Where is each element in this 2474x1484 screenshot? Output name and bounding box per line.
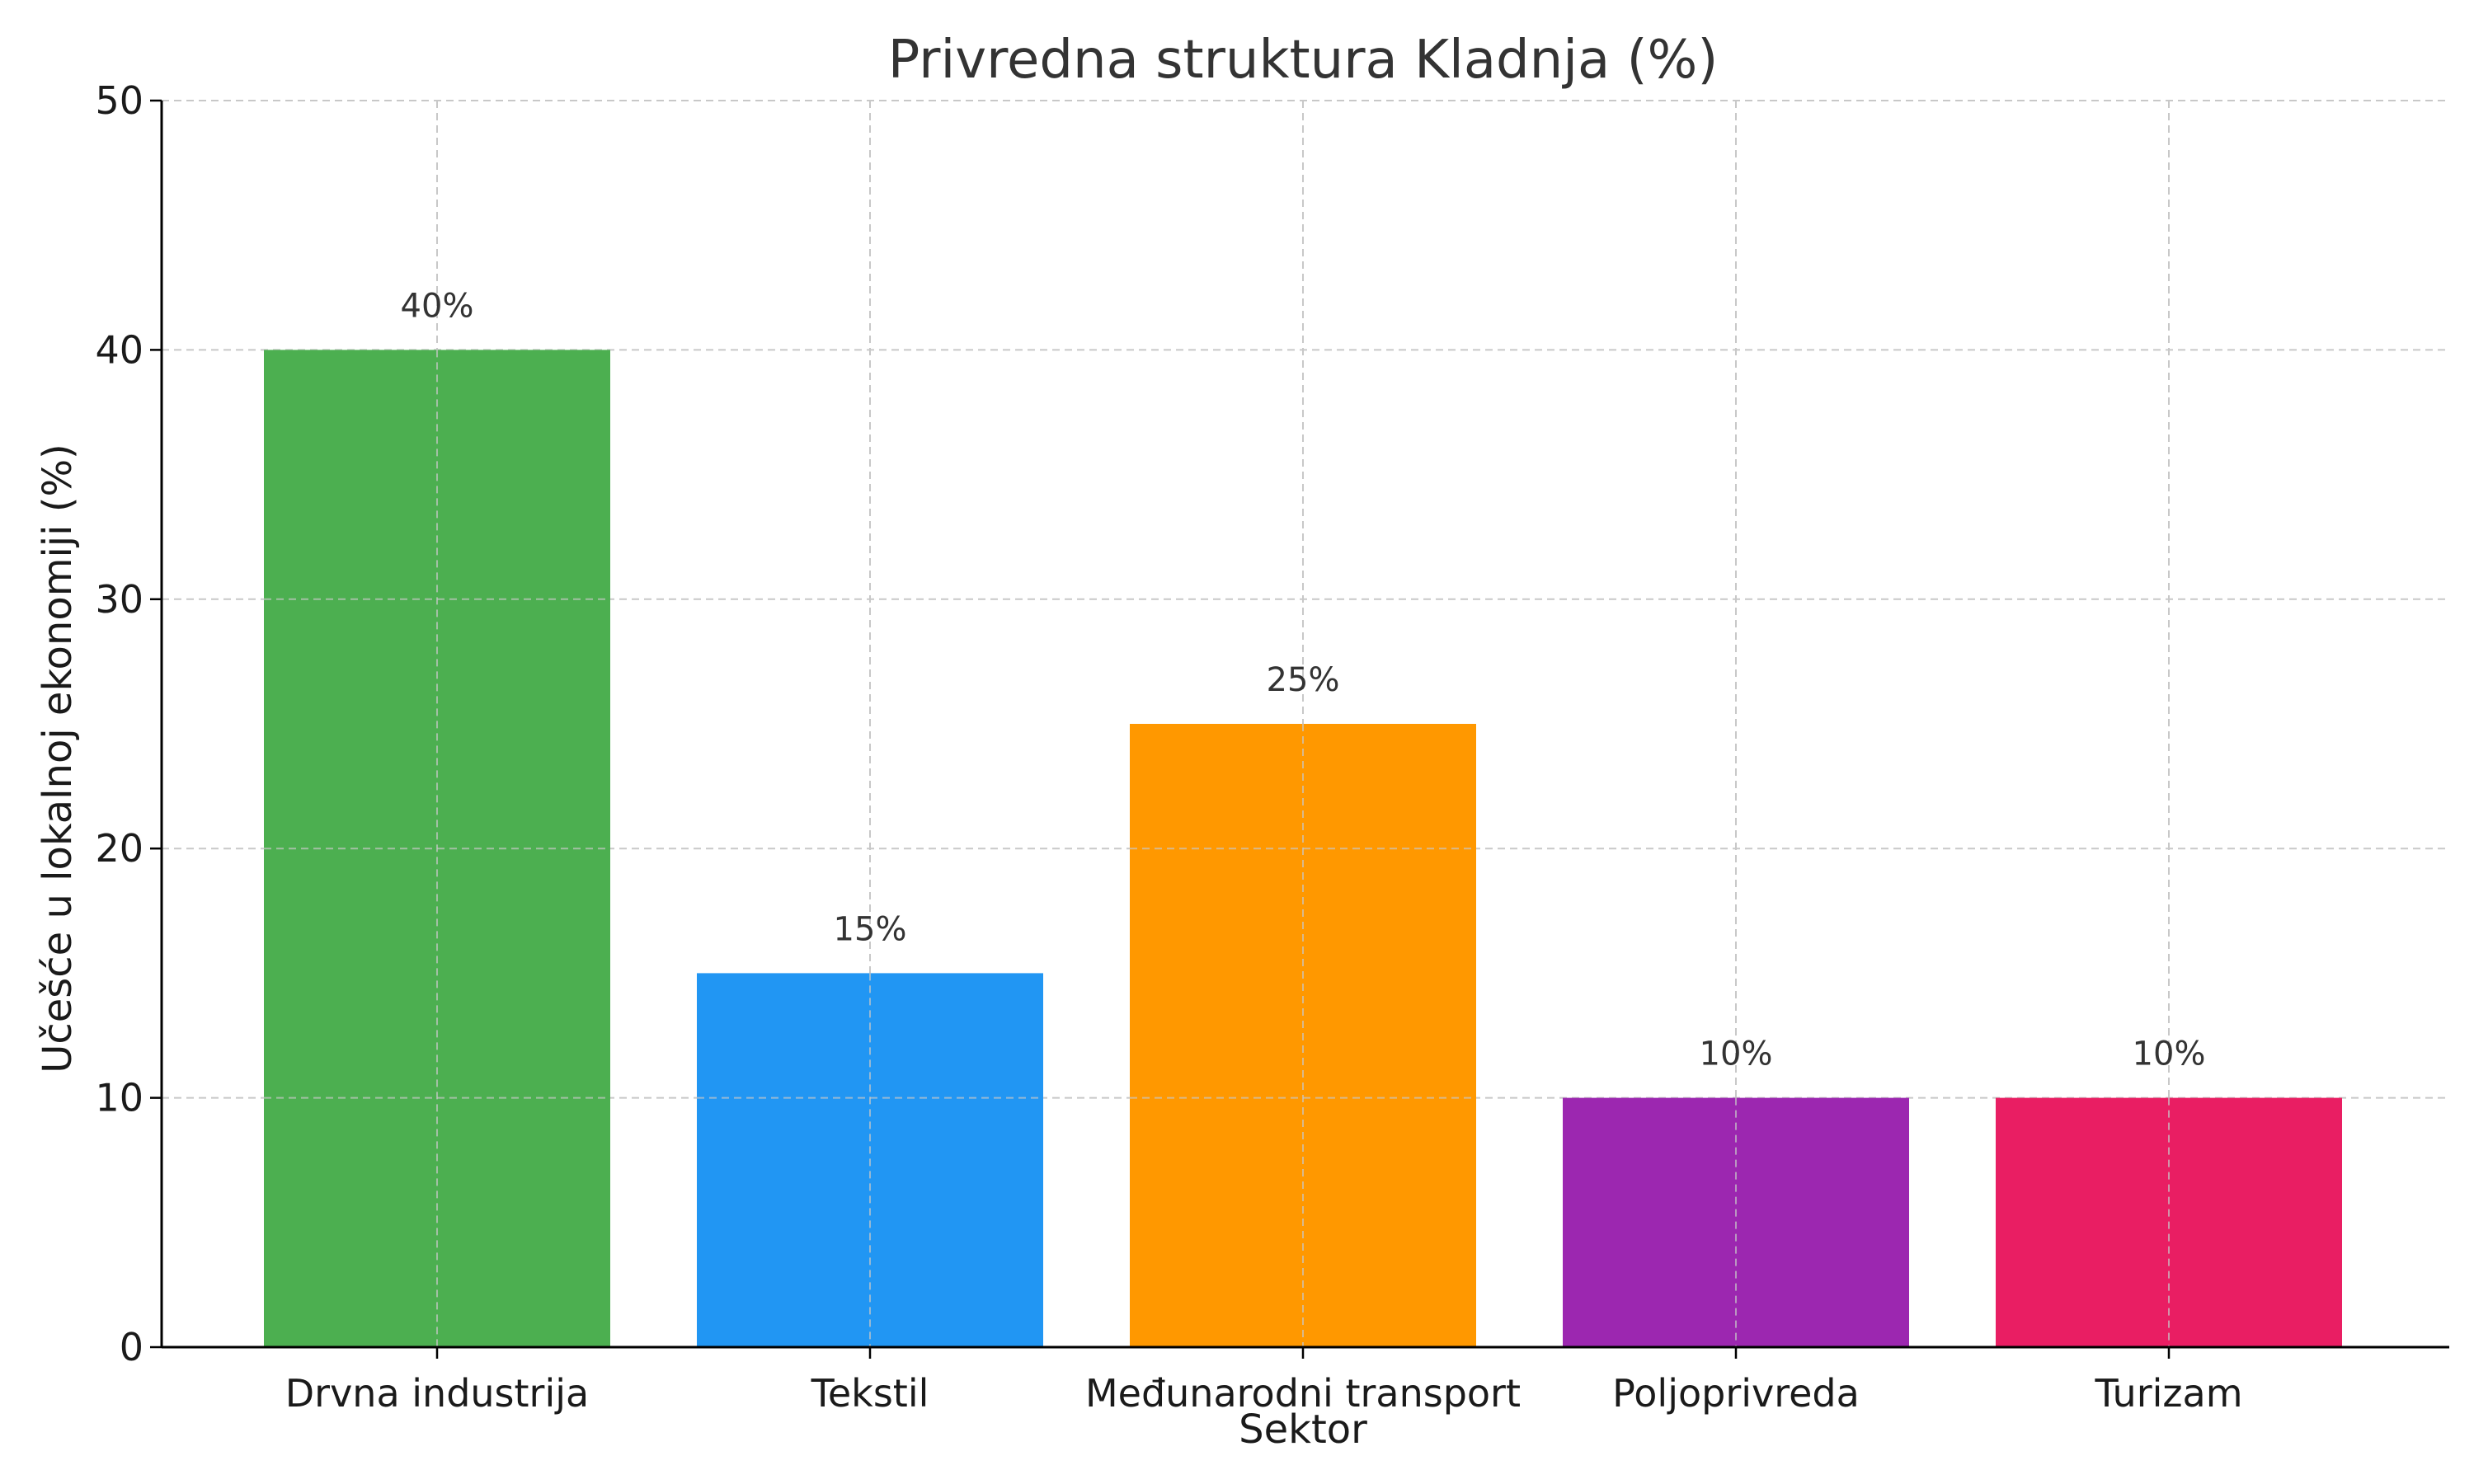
x-tick-label: Drvna industrija	[285, 1371, 589, 1416]
data-label: 15%	[834, 910, 907, 948]
data-label: 40%	[401, 287, 474, 325]
y-tick-label: 20	[95, 826, 143, 871]
x-axis-label: Sektor	[1239, 1407, 1367, 1453]
y-axis-label: Učešće u lokalnoj ekonomiji (%)	[35, 444, 81, 1073]
y-tick-label: 40	[95, 327, 143, 372]
x-tick-label: Tekstil	[811, 1371, 929, 1416]
y-tick-label: 10	[95, 1076, 143, 1120]
x-tick-label: Turizam	[2094, 1371, 2242, 1416]
y-tick-label: 50	[95, 78, 143, 123]
data-label: 25%	[1267, 661, 1340, 699]
y-tick-label: 30	[95, 577, 143, 622]
y-tick-label: 0	[120, 1325, 143, 1369]
x-tick-label: Međunarodni transport	[1085, 1371, 1521, 1416]
data-label: 10%	[1700, 1036, 1773, 1073]
chart-title: Privredna struktura Kladnja (%)	[888, 30, 1719, 91]
labels-layer: 0 10 20 30 40 50 Drvna industrija Tekstil Međuna…	[95, 78, 2242, 1416]
axes-layer	[150, 99, 2449, 1359]
data-label: 10%	[2133, 1036, 2206, 1073]
x-tick-label: Poljoprivreda	[1612, 1371, 1860, 1416]
bars-layer	[264, 350, 2342, 1347]
